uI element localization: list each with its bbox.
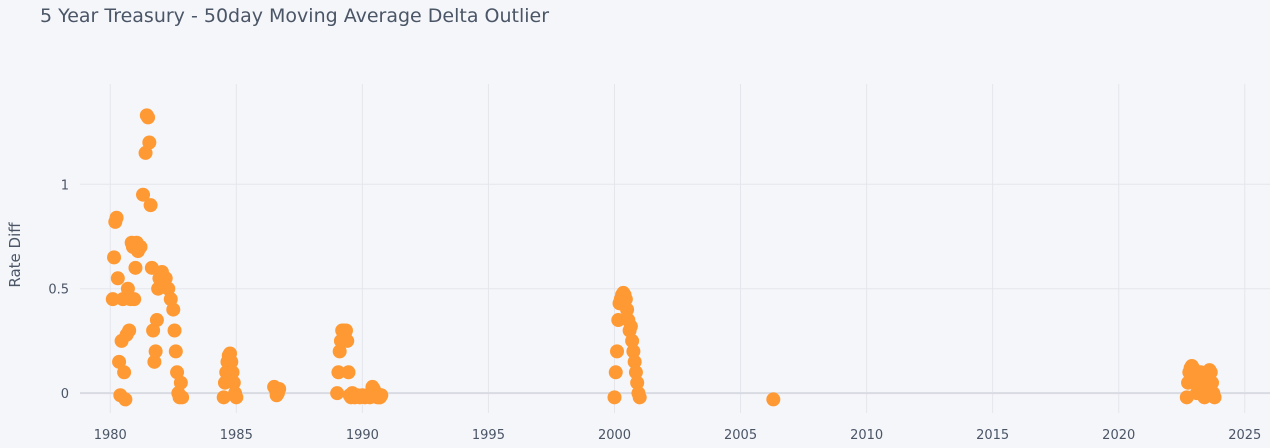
data-point xyxy=(117,365,132,380)
data-point xyxy=(607,390,622,405)
x-tick-label: 2015 xyxy=(976,428,1009,443)
data-point xyxy=(226,375,241,390)
data-point xyxy=(161,281,176,296)
data-point xyxy=(608,365,623,380)
data-point xyxy=(272,381,287,396)
data-point xyxy=(625,333,640,348)
data-point xyxy=(224,354,239,369)
data-point xyxy=(127,292,142,307)
data-point xyxy=(623,319,638,334)
data-point xyxy=(626,344,641,359)
data-point xyxy=(109,210,124,225)
data-point xyxy=(620,302,635,317)
y-tick-label: 0 xyxy=(61,387,69,402)
x-tick-label: 1995 xyxy=(472,428,505,443)
data-point xyxy=(168,344,183,359)
data-point xyxy=(330,386,345,401)
data-point xyxy=(229,390,244,405)
data-point xyxy=(632,390,647,405)
data-point xyxy=(133,239,148,254)
x-axis: 1980 1985 1990 1995 2000 2005 2010 2015 2020 2025 xyxy=(94,428,1262,443)
data-point xyxy=(141,110,156,125)
data-point xyxy=(216,390,231,405)
chart-title: 5 Year Treasury - 50day Moving Average D… xyxy=(40,5,549,27)
data-series xyxy=(105,108,1222,407)
data-point xyxy=(341,365,356,380)
data-point xyxy=(628,365,643,380)
data-point xyxy=(147,354,162,369)
data-point xyxy=(332,344,347,359)
data-point xyxy=(148,344,163,359)
gridlines xyxy=(80,84,1270,413)
x-tick-label: 2005 xyxy=(724,428,757,443)
data-point xyxy=(167,323,182,338)
data-point xyxy=(175,390,190,405)
data-point xyxy=(340,333,355,348)
data-point xyxy=(158,271,173,286)
data-point xyxy=(338,323,353,338)
data-point xyxy=(163,292,178,307)
x-tick-label: 1980 xyxy=(94,428,127,443)
data-point xyxy=(149,313,164,328)
data-point xyxy=(618,292,633,307)
data-point xyxy=(630,375,645,390)
data-point xyxy=(112,354,127,369)
y-axis-label: Rate Diff xyxy=(6,222,24,288)
data-point xyxy=(627,354,642,369)
data-point xyxy=(105,292,120,307)
x-tick-label: 1985 xyxy=(220,428,253,443)
data-point xyxy=(225,365,240,380)
x-tick-label: 2010 xyxy=(850,428,883,443)
data-point xyxy=(143,198,158,213)
data-point xyxy=(110,271,125,286)
data-point xyxy=(1205,375,1220,390)
x-tick-label: 2025 xyxy=(1228,428,1261,443)
data-point xyxy=(118,392,133,407)
data-point xyxy=(173,375,188,390)
data-point xyxy=(128,260,143,275)
data-point xyxy=(166,302,181,317)
data-point xyxy=(142,135,157,150)
x-tick-label: 1990 xyxy=(346,428,379,443)
y-axis: 00.51 xyxy=(48,178,69,402)
x-tick-label: 2000 xyxy=(598,428,631,443)
data-point xyxy=(120,281,135,296)
data-point xyxy=(122,323,137,338)
data-point xyxy=(1203,365,1218,380)
data-point xyxy=(611,313,626,328)
data-point xyxy=(331,365,346,380)
data-point xyxy=(610,344,625,359)
y-tick-label: 0.5 xyxy=(48,283,69,298)
data-point xyxy=(374,388,389,403)
data-point xyxy=(136,187,151,202)
y-tick-label: 1 xyxy=(61,178,69,193)
data-point xyxy=(766,392,781,407)
data-point xyxy=(1207,390,1222,405)
x-tick-label: 2020 xyxy=(1102,428,1135,443)
data-point xyxy=(107,250,122,265)
